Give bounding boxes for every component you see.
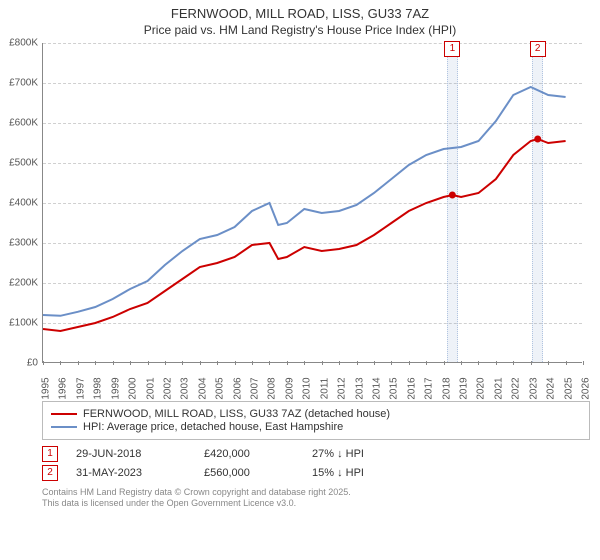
x-tick-label: 1999 [110, 377, 121, 399]
transaction-row: 1 29-JUN-2018 £420,000 27% ↓ HPI [42, 446, 590, 462]
x-tick-label: 2021 [493, 377, 504, 399]
transaction-index-badge: 1 [42, 446, 58, 462]
y-axis: £0£100K£200K£300K£400K£500K£600K£700K£80… [1, 43, 41, 363]
x-tick-label: 2011 [319, 378, 330, 400]
legend-label-property: FERNWOOD, MILL ROAD, LISS, GU33 7AZ (det… [83, 408, 390, 420]
x-tick-label: 2008 [267, 377, 278, 399]
x-tick-label: 2000 [128, 377, 139, 399]
y-tick-label: £100K [9, 318, 38, 329]
legend-swatch-property [51, 413, 77, 415]
x-axis: 1995 1996 1997 1998 1999 2000 2001 2002 2003 2004… [43, 362, 582, 396]
y-tick-label: £500K [9, 158, 38, 169]
title-block: FERNWOOD, MILL ROAD, LISS, GU33 7AZ Pric… [0, 0, 600, 37]
legend-box: FERNWOOD, MILL ROAD, LISS, GU33 7AZ (det… [42, 401, 590, 440]
transaction-price: £560,000 [204, 467, 294, 479]
x-tick-label: 2007 [250, 377, 261, 399]
x-tick-label: 2010 [302, 377, 313, 399]
transaction-delta: 15% ↓ HPI [312, 467, 364, 479]
x-tick-label: 2024 [546, 377, 557, 399]
chart-title: FERNWOOD, MILL ROAD, LISS, GU33 7AZ [0, 6, 600, 21]
legend-item-property: FERNWOOD, MILL ROAD, LISS, GU33 7AZ (det… [51, 408, 581, 420]
x-tick-label: 2026 [581, 377, 592, 399]
legend-swatch-hpi [51, 426, 77, 428]
x-tick-label: 2001 [145, 377, 156, 399]
x-tick-label: 2006 [232, 377, 243, 399]
legend-item-hpi: HPI: Average price, detached house, East… [51, 421, 581, 433]
x-tick-label: 2019 [459, 377, 470, 399]
footer-line2: This data is licensed under the Open Gov… [42, 498, 590, 509]
x-tick-label: 2016 [406, 377, 417, 399]
x-tick-label: 2022 [511, 377, 522, 399]
legend-label-hpi: HPI: Average price, detached house, East… [83, 421, 343, 433]
transaction-row: 2 31-MAY-2023 £560,000 15% ↓ HPI [42, 465, 590, 481]
transaction-price: £420,000 [204, 448, 294, 460]
x-tick-label: 1997 [75, 377, 86, 399]
x-tick-label: 2002 [162, 377, 173, 399]
y-tick-label: £700K [9, 78, 38, 89]
x-tick-label: 2003 [180, 377, 191, 399]
x-tick-label: 1996 [58, 377, 69, 399]
footer-line1: Contains HM Land Registry data © Crown c… [42, 487, 590, 498]
chart-container: £0£100K£200K£300K£400K£500K£600K£700K£80… [42, 43, 590, 363]
x-tick-label: 2020 [476, 377, 487, 399]
chart-subtitle: Price paid vs. HM Land Registry's House … [0, 23, 600, 37]
x-tick-label: 2004 [197, 377, 208, 399]
x-tick-label: 2017 [424, 377, 435, 399]
x-tick-label: 2015 [389, 377, 400, 399]
x-tick-label: 2025 [563, 377, 574, 399]
y-tick-label: £600K [9, 118, 38, 129]
y-tick-label: £300K [9, 238, 38, 249]
transaction-date: 29-JUN-2018 [76, 448, 186, 460]
x-tick-label: 1998 [93, 377, 104, 399]
x-tick-label: 2012 [337, 377, 348, 399]
y-tick-label: £0 [27, 358, 38, 369]
y-tick-label: £800K [9, 38, 38, 49]
series-marker-property [449, 192, 456, 199]
plot-area: £0£100K£200K£300K£400K£500K£600K£700K£80… [42, 43, 582, 363]
x-tick-label: 2018 [441, 377, 452, 399]
transaction-index-badge: 2 [42, 465, 58, 481]
y-tick-label: £200K [9, 278, 38, 289]
x-tick-label: 1995 [41, 377, 52, 399]
transaction-date: 31-MAY-2023 [76, 467, 186, 479]
series-line-property [43, 139, 566, 331]
x-tick-label: 2014 [371, 377, 382, 399]
x-tick-label: 2009 [284, 377, 295, 399]
x-tick-label: 2023 [528, 377, 539, 399]
x-tick-label: 2005 [215, 377, 226, 399]
footer-attribution: Contains HM Land Registry data © Crown c… [42, 487, 590, 510]
line-series-svg [43, 43, 583, 363]
series-marker-property [534, 136, 541, 143]
series-line-hpi [43, 87, 566, 316]
y-tick-label: £400K [9, 198, 38, 209]
transaction-delta: 27% ↓ HPI [312, 448, 364, 460]
transactions-table: 1 29-JUN-2018 £420,000 27% ↓ HPI 2 31-MA… [42, 446, 590, 481]
x-tick-label: 2013 [354, 377, 365, 399]
